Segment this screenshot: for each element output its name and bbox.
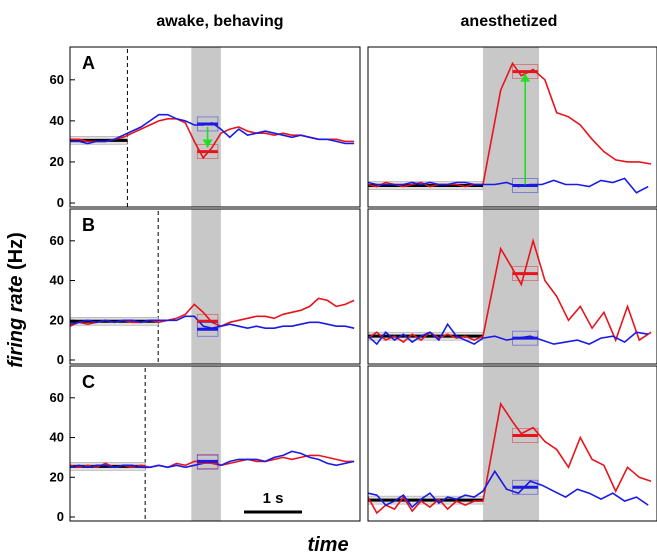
y-tick-label: 40 <box>50 113 64 128</box>
stimulus-shade <box>191 47 221 207</box>
panel-frame <box>367 208 657 365</box>
y-tick-label: 20 <box>50 154 64 169</box>
scale-bar-label: 1 s <box>263 490 284 507</box>
panel-frame <box>69 46 361 208</box>
stimulus-shade <box>483 209 540 364</box>
y-tick-label: 0 <box>57 352 64 367</box>
y-tick-label: 0 <box>57 195 64 210</box>
panel-letter: B <box>82 215 95 235</box>
panel-6 <box>367 365 657 522</box>
red-series-line <box>367 61 652 188</box>
panel-letter: C <box>82 372 95 392</box>
y-tick-label: 60 <box>50 390 64 405</box>
panel-2 <box>367 46 657 208</box>
difference-arrow-head <box>202 139 213 148</box>
y-axis-label-italic: firing rate <box>5 276 27 368</box>
y-tick-label: 20 <box>50 469 64 484</box>
blue-series-line <box>367 322 649 346</box>
panel-frame <box>367 46 657 208</box>
panels: 0 20 40 60 A 0 20 40 60 B 0 20 40 60 C <box>50 46 657 524</box>
y-tick-label: 40 <box>50 430 64 445</box>
stimulus-shade <box>191 366 221 521</box>
panel-3: 0 20 40 60 B <box>50 208 361 367</box>
y-tick-label: 20 <box>50 312 64 327</box>
panel-5: 0 20 40 60 C <box>50 365 361 524</box>
panel-frame <box>69 208 361 365</box>
y-tick-label: 0 <box>57 509 64 524</box>
y-tick-label: 60 <box>50 72 64 87</box>
stimulus-shade <box>483 366 540 521</box>
stimulus-shade <box>191 209 221 364</box>
difference-arrow-head <box>520 73 531 82</box>
panel-letter: A <box>82 53 95 73</box>
blue-series-line <box>367 177 649 194</box>
column-title-anesthetized: anesthetized <box>461 13 558 30</box>
panel-4 <box>367 208 657 365</box>
panel-frame <box>69 365 361 522</box>
blue-series-line <box>367 469 649 509</box>
y-axis-label: firing rate (Hz) <box>5 232 27 368</box>
y-tick-label: 40 <box>50 273 64 288</box>
panel-1: 0 20 40 60 A <box>50 46 361 210</box>
panel-frame <box>367 365 657 522</box>
y-axis-label-unit: (Hz) <box>5 232 27 275</box>
red-series-line <box>367 401 652 515</box>
stimulus-shade <box>483 47 540 207</box>
x-axis-label: time <box>307 534 348 556</box>
column-title-awake: awake, behaving <box>156 13 283 30</box>
y-tick-label: 60 <box>50 233 64 248</box>
